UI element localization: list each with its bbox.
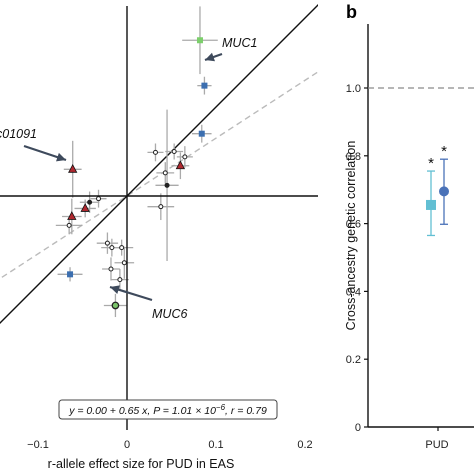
data-point-triangle <box>175 160 186 170</box>
equation-text: y = 0.00 + 0.65 x, P = 1.01 × 10−6, r = … <box>68 403 267 417</box>
data-point-circle <box>66 222 72 228</box>
significance-star: * <box>441 143 447 160</box>
equation-frame <box>58 399 278 420</box>
estimate-square <box>426 199 436 210</box>
y-tick-label: 0.8 <box>346 151 361 163</box>
y-tick-label: 0.6 <box>346 219 361 231</box>
gene-label-c01091: c01091 <box>0 127 37 141</box>
data-point-circle <box>152 149 158 155</box>
data-point-circle <box>117 277 123 283</box>
data-point-circle <box>158 204 164 210</box>
identity-line <box>0 4 318 324</box>
data-point-circle <box>164 182 170 188</box>
data-point-circle <box>108 266 114 272</box>
data-point-circle <box>109 245 115 251</box>
x-axis-label: r-allele effect size for PUD in EAS <box>48 457 235 471</box>
gene-label-muc6: MUC6 <box>152 307 187 321</box>
significance-star: * <box>428 155 434 172</box>
muc1-arrow-head <box>205 52 215 62</box>
data-point-circle <box>171 149 177 154</box>
data-point-circle <box>119 245 125 251</box>
data-point-triangle <box>67 211 77 220</box>
panel-b-label: b <box>346 2 357 22</box>
x-tick-label: 0.1 <box>208 439 223 451</box>
data-point-square <box>201 82 208 89</box>
data-point-circle <box>87 199 93 205</box>
data-point-circle <box>162 170 168 176</box>
data-point-circle <box>96 196 102 202</box>
y-tick-label: 0.4 <box>346 286 361 298</box>
gene-label-muc1: MUC1 <box>222 36 257 50</box>
data-point-square <box>67 271 74 278</box>
estimate-circle <box>439 186 449 197</box>
x-tick-label: 0 <box>124 439 130 451</box>
y-tick-label: 0 <box>355 422 361 434</box>
x-tick-label-pud: PUD <box>425 439 448 451</box>
regression-fit-line <box>0 71 318 280</box>
data-point-square <box>196 37 203 44</box>
muc6-arrow-head <box>110 285 120 294</box>
y-axis-label: Cross-ancestry genetic correlation <box>344 141 358 331</box>
c01091-arrow-head <box>56 152 66 162</box>
data-point-circle <box>111 301 120 310</box>
equation-box: y = 0.00 + 0.65 x, P = 1.01 × 10−6, r = … <box>58 399 278 420</box>
data-point-circle <box>182 154 188 160</box>
data-point-triangle <box>68 163 78 173</box>
data-point-square <box>198 130 205 137</box>
data-point-circle <box>104 240 110 246</box>
data-point-triangle <box>80 203 90 212</box>
panel-a-axes: MUC1 c01091 MUC6 y = 0.00 + 0.65 x, P = 1.0… <box>0 6 318 471</box>
y-tick-label: 1.0 <box>346 83 361 95</box>
x-tick-label: −0.1 <box>27 439 49 451</box>
x-tick-label: 0.2 <box>297 439 312 451</box>
data-point-circle <box>121 260 127 266</box>
panel-b-correlation: b 0 0.2 0.4 0.6 0.8 1.0 PUD Cross-ancestry genet… <box>344 2 474 451</box>
panel-a-scatter <box>0 4 318 324</box>
y-tick-label: 0.2 <box>346 354 361 366</box>
